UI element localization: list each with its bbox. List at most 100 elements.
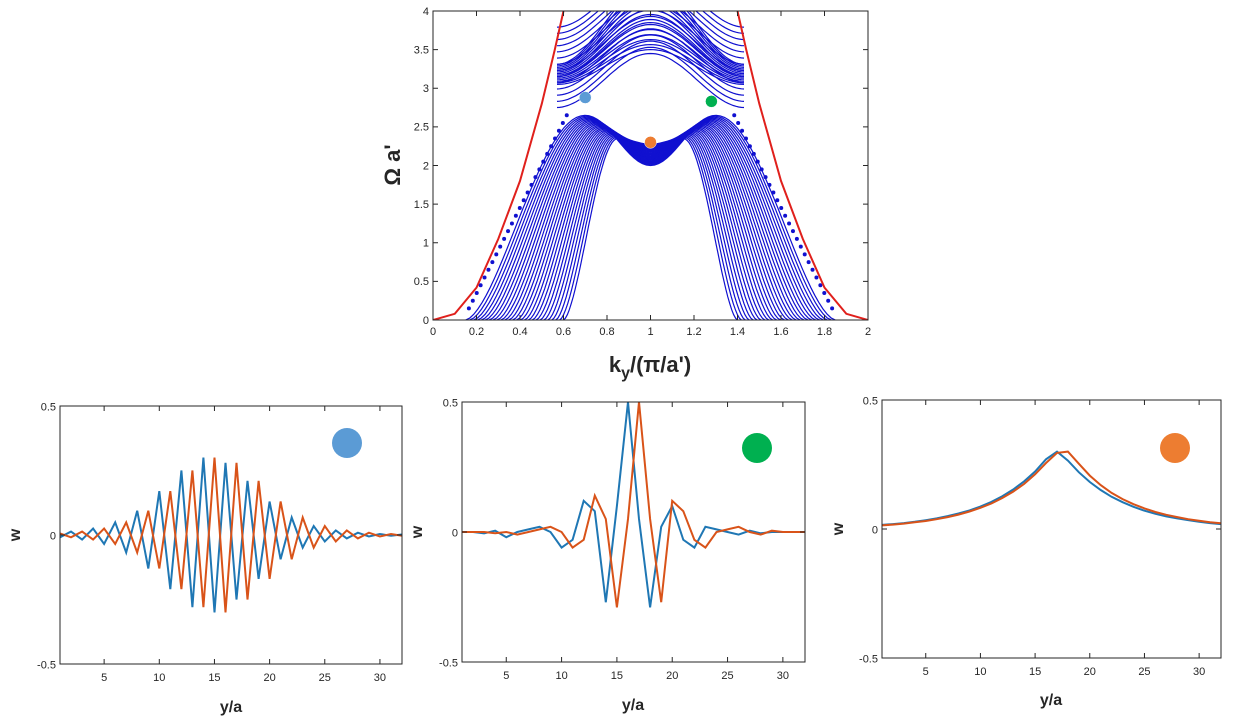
lower-band (531, 130, 770, 320)
upper-band (556, 28, 745, 79)
profile-lines (882, 450, 1221, 527)
band-edge-dot (743, 136, 748, 141)
light-cone-left (433, 11, 565, 320)
blue-mode-x-label: y/a (220, 699, 242, 716)
band-edge-dot (771, 190, 776, 195)
lower-band (512, 125, 789, 320)
x-tick-label: 1.6 (773, 326, 788, 338)
x-tick-label: 25 (721, 670, 733, 682)
green-mode-profile-panel: 5 10 15 20 25 30 -0.5 0 0.5 y/a w (409, 398, 806, 714)
lower-band (481, 118, 820, 320)
lower-band (469, 115, 832, 320)
upper-band (556, 34, 745, 90)
band-edge-dot (747, 144, 752, 149)
x-tick-label: 25 (1138, 666, 1150, 678)
x-tick-label: 0.2 (469, 326, 484, 338)
orange-mode-x-label: y/a (1040, 692, 1062, 709)
lower-band (539, 132, 762, 320)
y-tick-label: 3 (423, 83, 429, 95)
y-tick-label: 0.5 (41, 402, 56, 414)
upper-band (556, 11, 745, 65)
upper-band (556, 11, 745, 41)
x-label-sub: y (621, 365, 630, 382)
band-edge-dot (466, 306, 471, 311)
blue-mode-ticks: 5 10 15 20 25 30 -0.5 0 0.5 (37, 402, 402, 684)
y-tick-label: -0.5 (859, 654, 878, 666)
x-tick-label: 5 (503, 670, 509, 682)
upper-band (556, 38, 745, 82)
x-tick-label: 20 (666, 670, 678, 682)
upper-band (557, 43, 744, 84)
y-tick-label: 0.5 (414, 276, 429, 288)
lower-band (465, 114, 836, 320)
band-edge-dot (775, 198, 780, 203)
band-edge-dot (787, 221, 792, 226)
series-1-line (882, 450, 1221, 526)
band-edge-dot (517, 205, 522, 210)
x-tick-label: 0.6 (556, 326, 571, 338)
y-tick-label: -0.5 (37, 660, 56, 672)
orange-mode-y-label: w (830, 522, 847, 536)
blue-mode-profile-marks (60, 428, 402, 613)
x-label-main: k (609, 352, 622, 377)
x-tick-label: 30 (1193, 666, 1205, 678)
orange-mode-profile-marks (882, 433, 1221, 527)
upper-band (556, 11, 745, 34)
lower-band (496, 122, 805, 320)
x-tick-label: 10 (555, 670, 567, 682)
lower-band (524, 128, 778, 320)
x-tick-label: 30 (777, 670, 789, 682)
band-edge-dot (759, 167, 764, 172)
upper-band (556, 23, 745, 78)
band-edge-dot (826, 298, 831, 303)
lower-band (535, 131, 766, 320)
x-tick-label: 0.8 (599, 326, 614, 338)
x-tick-label: 1 (647, 326, 653, 338)
upper-band (556, 11, 745, 28)
band-edge-dot (732, 113, 737, 118)
profile-lines (60, 457, 402, 613)
y-tick-label: -0.5 (439, 658, 458, 670)
mode-color-marker (742, 433, 772, 463)
light-cone-right (736, 11, 868, 320)
series-2-line (882, 450, 1221, 527)
band-edge-dot (763, 175, 768, 180)
band-edge-dot (541, 159, 546, 164)
band-edge-dot (486, 267, 491, 272)
x-tick-label: 0.4 (512, 326, 527, 338)
lower-band (508, 124, 793, 320)
band-edge-dot (549, 144, 554, 149)
x-tick-label: 1.4 (730, 326, 745, 338)
upper-band (556, 11, 745, 67)
lower-band (520, 127, 781, 320)
upper-band (556, 11, 745, 72)
upper-band (556, 40, 745, 96)
y-tick-label: 0 (872, 525, 878, 537)
band-edge-dot (482, 275, 487, 280)
band-edge-dot (470, 298, 475, 303)
band-edge-dot (814, 275, 819, 280)
band-edge-dot (513, 213, 518, 218)
y-tick-label: 0.5 (443, 398, 458, 410)
band-edge-dot (498, 244, 503, 249)
upper-band (556, 46, 745, 102)
band-edge-dot (751, 151, 756, 156)
upper-band (556, 11, 745, 68)
band-diagram-marks (433, 11, 868, 320)
lower-band (527, 129, 774, 320)
series-2-line (60, 457, 402, 613)
x-tick-label: 5 (923, 666, 929, 678)
band-edge-dot (560, 121, 565, 126)
band-diagram-ticks: 0 0.2 0.4 0.6 0.8 1 1.2 1.4 1.6 1.8 2 0 0.5 1 1.5 2 2.5 3… (414, 6, 871, 338)
x-label-rest: /(π/a') (630, 352, 691, 377)
y-tick-label: 1 (423, 238, 429, 250)
orange-mode-ticks: 5 10 15 20 25 30 -0.5 0 0.5 (859, 396, 1221, 678)
band-diagram-x-label: ky/(π/a') (609, 352, 691, 382)
band-diagram-panel: 0 0.2 0.4 0.6 0.8 1 1.2 1.4 1.6 1.8 2 0 0.5 1 1.5 2 2.5 3… (380, 6, 871, 382)
band-edge-dot (509, 221, 514, 226)
band-edge-dot (822, 290, 827, 295)
blue-mode-marker (579, 91, 592, 104)
x-tick-label: 0 (430, 326, 436, 338)
band-edge-dot (474, 290, 479, 295)
band-edge-dot (767, 182, 772, 187)
